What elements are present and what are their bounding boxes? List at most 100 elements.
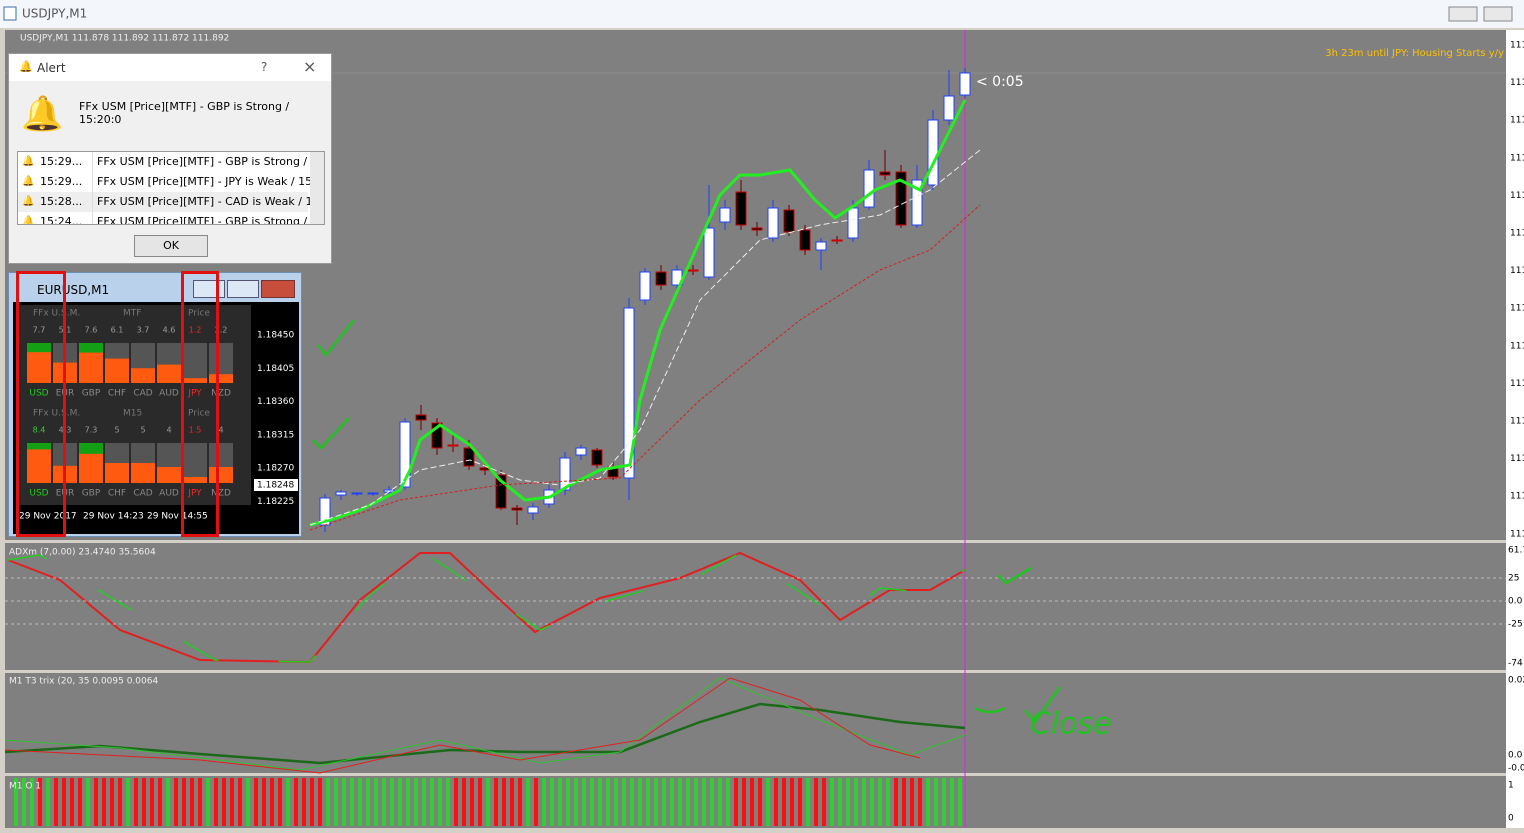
close-button[interactable]: × [303, 57, 317, 76]
candle-body [687, 269, 699, 272]
price-label: 111 [1510, 341, 1524, 351]
mini-price-label: 1.18270 [257, 464, 294, 474]
strength-bar [79, 343, 103, 353]
currency-label: NZD [211, 489, 231, 499]
strength-bar [131, 443, 155, 463]
restore-button[interactable] [1483, 6, 1513, 22]
osc-bar [270, 778, 274, 826]
osc-bar [822, 778, 826, 826]
osc-bar [830, 778, 834, 826]
strength-value: 5 [140, 426, 145, 435]
news-countdown: 3h 23m until JPY: Housing Starts y/y [1325, 48, 1504, 59]
candle-body [367, 492, 379, 495]
mini-time-label: 29 Nov 14:23 [83, 512, 144, 522]
strength-bar [183, 443, 207, 477]
osc-bar [22, 778, 26, 826]
candle-body [335, 491, 347, 496]
row-icon: 🔔 [22, 216, 35, 225]
osc-bar [942, 778, 946, 826]
row-text: FFx USM [Price][MTF] - GBP is Strong / 1… [92, 152, 324, 172]
strength-value: 7.7 [33, 326, 46, 335]
osc-bar [766, 778, 770, 826]
osc-bar [54, 778, 58, 826]
osc-bar [294, 778, 298, 826]
row-time: 15:29... [40, 155, 83, 168]
price-label: 111 [1510, 153, 1524, 163]
indicator-label: M1 O 1 [9, 782, 41, 792]
price-label: 111 [1510, 191, 1524, 201]
osc-bar [710, 778, 714, 826]
osc-bar [702, 778, 706, 826]
osc-bar [230, 778, 234, 826]
osc-bar [470, 778, 474, 826]
candle-body [463, 447, 475, 467]
indicator-axis-label: -0.0 [1508, 764, 1524, 774]
osc-bar [390, 778, 394, 826]
osc-bar [182, 778, 186, 826]
strength-value: 4 [218, 426, 223, 435]
osc-bar [174, 778, 178, 826]
mini-restore[interactable] [227, 280, 259, 298]
osc-bar [374, 778, 378, 826]
axes: 1111111111111111111111111111111111111111… [9, 41, 1524, 824]
osc-bar [838, 778, 842, 826]
candle-body [575, 447, 587, 456]
osc-bar [94, 778, 98, 826]
scrollbar [310, 152, 324, 224]
trix-signal [4, 677, 966, 771]
osc-bar [246, 778, 250, 826]
price-label: 111 [1510, 454, 1524, 464]
osc-bar [558, 778, 562, 826]
osc-bar [742, 778, 746, 826]
strength-bar [27, 343, 51, 353]
osc-bar [798, 778, 802, 826]
help-button[interactable]: ? [261, 60, 268, 74]
osc-bar [222, 778, 226, 826]
currency-label: NZD [211, 389, 231, 399]
candle-body [767, 207, 779, 239]
osc-bar [158, 778, 162, 826]
osc-bar [854, 778, 858, 826]
price-label: 111 [1510, 304, 1524, 314]
row-time: 15:29... [40, 175, 83, 188]
alert-list[interactable]: 🔔 15:29... FFx USM [Price][MTF] - GBP is S… [17, 151, 325, 225]
large-bell: 🔔 [21, 94, 64, 134]
strength-base [27, 443, 51, 483]
currency-label: GBP [82, 389, 101, 399]
strength-bar [183, 343, 207, 379]
adx-green [7, 552, 966, 663]
candle-body [879, 171, 891, 176]
minimize-button[interactable] [1448, 6, 1478, 22]
osc-bar [206, 778, 210, 826]
candle-body [799, 229, 811, 251]
osc-bar [814, 778, 818, 826]
osc-bar [502, 778, 506, 826]
candle-body [639, 271, 651, 301]
osc-bar [654, 778, 658, 826]
ok-button[interactable]: OK [134, 235, 208, 257]
osc-bar [190, 778, 194, 826]
osc-bar [38, 778, 42, 826]
mini-price-label: 1.18450 [257, 331, 294, 341]
osc-bar [238, 778, 242, 826]
osc-bar [126, 778, 130, 826]
strength-bar [209, 343, 233, 375]
osc-bar [86, 778, 90, 826]
candle-body [911, 179, 923, 226]
mini-close[interactable] [261, 280, 295, 298]
strength-bar [157, 343, 181, 365]
osc-bar [542, 778, 546, 826]
osc-bar [774, 778, 778, 826]
strength-value: 3.7 [137, 326, 150, 335]
candle-body [415, 414, 427, 421]
candle-body [399, 421, 411, 488]
indicator-axis-label: 0 [1508, 814, 1514, 824]
osc-bar [14, 778, 18, 826]
osc-bar [462, 778, 466, 826]
indicator-axis-label: 61.7 [1508, 546, 1524, 556]
indicator-axis-label: 0.0 [1508, 751, 1523, 761]
osc-bar [70, 778, 74, 826]
eurusd-window: EURUSD,M1 FFx U.S.M. MTF Price 7.7 USD 5.1 EUR… [8, 271, 302, 537]
osc-bar [790, 778, 794, 826]
